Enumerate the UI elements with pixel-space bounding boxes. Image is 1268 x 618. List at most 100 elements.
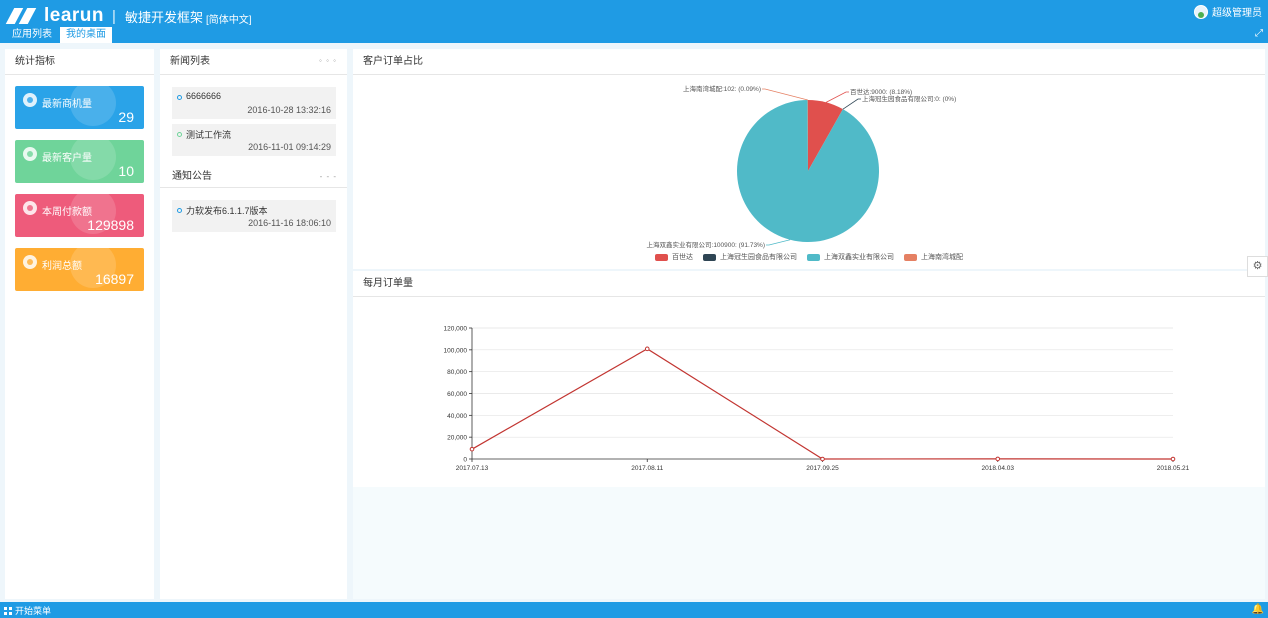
x-tick-label: 2018.05.21 bbox=[1157, 465, 1190, 472]
legend-swatch bbox=[703, 253, 716, 261]
logo[interactable]: learun | 敏捷开发框架 [简体中文] bbox=[5, 5, 252, 27]
notice-title: 通知公告 bbox=[160, 166, 347, 188]
legend-swatch bbox=[807, 253, 820, 261]
fullscreen-icon[interactable]: ⤢ bbox=[1255, 28, 1263, 39]
pie-slice bbox=[736, 100, 879, 242]
stat-card-customers[interactable]: 最新客户量 10 bbox=[15, 140, 144, 183]
list-item[interactable]: 6666666 2016-10-28 13:32:16 bbox=[172, 87, 336, 119]
legend-item[interactable]: 上海双鑫实业有限公司 bbox=[807, 252, 894, 262]
news-panel: 新闻列表 ◦ ◦ ◦ 6666666 2016-10-28 13:32:16 测… bbox=[160, 49, 347, 599]
bar-chart-icon bbox=[70, 140, 116, 180]
news-item-date: 2016-10-28 13:32:16 bbox=[247, 105, 331, 115]
stat-value: 29 bbox=[118, 109, 134, 125]
top-bar: learun | 敏捷开发框架 [简体中文] 超级管理员 应用列表 我的桌面 ⤢ bbox=[0, 0, 1268, 43]
news-item-title: 测试工作流 bbox=[186, 130, 232, 140]
news-more-icon[interactable]: ◦ ◦ ◦ bbox=[319, 56, 337, 65]
pie-chart-title: 客户订单占比 bbox=[353, 49, 1265, 75]
pie-label-line bbox=[842, 98, 861, 110]
avatar bbox=[1194, 4, 1208, 19]
start-menu-button[interactable]: 开始菜单 bbox=[4, 604, 51, 617]
legend-label: 上海冠生园食品有限公司 bbox=[720, 254, 797, 261]
stat-value: 16897 bbox=[95, 271, 134, 287]
legend-item[interactable]: 上海冠生园食品有限公司 bbox=[703, 252, 797, 262]
legend-label: 上海双鑫实业有限公司 bbox=[824, 254, 894, 261]
empty-area bbox=[353, 487, 1265, 599]
stat-icon bbox=[23, 93, 37, 107]
brand-separator: | bbox=[112, 7, 116, 25]
list-item[interactable]: 测试工作流 2016-11-01 09:14:29 bbox=[172, 124, 336, 156]
pie-slice-label: 上海南湾城配:102: (0.09%) bbox=[683, 84, 761, 93]
y-tick-label: 20,000 bbox=[447, 435, 467, 442]
legend-item[interactable]: 上海南湾城配 bbox=[904, 252, 963, 262]
y-tick-label: 120,000 bbox=[444, 326, 468, 333]
tab-app-list[interactable]: 应用列表 bbox=[12, 29, 52, 40]
windows-icon bbox=[4, 606, 12, 615]
line-chart-title: 每月订单量 bbox=[353, 271, 1265, 297]
y-tick-label: 60,000 bbox=[447, 391, 467, 398]
chart-icon bbox=[70, 194, 116, 234]
legend-label: 百世达 bbox=[672, 254, 693, 261]
y-tick-label: 80,000 bbox=[447, 369, 467, 376]
app-tabs: 应用列表 我的桌面 bbox=[6, 27, 114, 43]
stats-panel: 统计指标 最新商机量 29 最新客户量 10 本周付款额 129898 利润总额… bbox=[5, 49, 154, 599]
chart-icon bbox=[70, 248, 116, 288]
pie-label-line bbox=[825, 91, 849, 103]
brand-subtitle: 敏捷开发框架 bbox=[124, 9, 203, 25]
language-switch[interactable]: [简体中文] bbox=[205, 14, 252, 26]
data-point bbox=[1170, 456, 1176, 462]
y-tick-label: 100,000 bbox=[444, 347, 468, 354]
logo-mark-icon bbox=[5, 8, 37, 24]
bottom-bar: 开始菜单 🔔 bbox=[0, 602, 1268, 618]
brand-name: learun bbox=[44, 5, 105, 26]
stat-card-profit[interactable]: 利润总额 16897 bbox=[15, 248, 144, 291]
x-tick-label: 2017.07.13 bbox=[456, 465, 489, 472]
news-item-title: 6666666 bbox=[186, 91, 222, 101]
pie-slice-label: 百世达:9000: (8.18%) bbox=[850, 87, 912, 96]
pie-slice-label: 上海双鑫实业有限公司:100900: (91.73%) bbox=[647, 240, 765, 249]
pie-slice bbox=[808, 100, 843, 171]
x-tick-label: 2018.04.03 bbox=[981, 465, 1014, 472]
stat-card-opportunities[interactable]: 最新商机量 29 bbox=[15, 86, 144, 129]
tab-my-desktop[interactable]: 我的桌面 bbox=[60, 27, 112, 43]
stat-label: 最新客户量 bbox=[42, 153, 92, 164]
stat-label: 最新商机量 bbox=[42, 99, 92, 110]
y-tick-label: 0 bbox=[463, 457, 467, 464]
legend-swatch bbox=[904, 253, 917, 261]
stat-label: 利润总额 bbox=[42, 261, 82, 272]
notice-item-date: 2016-11-16 18:06:10 bbox=[248, 218, 331, 228]
notice-item-title: 力软发布6.1.1.7版本 bbox=[186, 206, 268, 216]
legend-item[interactable]: 百世达 bbox=[655, 252, 693, 262]
list-item[interactable]: 力软发布6.1.1.7版本 2016-11-16 18:06:10 bbox=[172, 200, 336, 232]
stat-icon bbox=[23, 147, 37, 161]
data-point bbox=[469, 446, 475, 452]
pie-slice-label: 上海冠生园食品有限公司:0: (0%) bbox=[862, 94, 956, 103]
line-chart-panel: 每月订单量 0 20,000 40,000 60,000 80,000 100,000 12… bbox=[353, 271, 1265, 487]
series-line bbox=[471, 348, 1174, 460]
stat-label: 本周付款额 bbox=[42, 207, 92, 218]
bell-icon[interactable]: 🔔 bbox=[1251, 604, 1264, 615]
pie-chart: 百世达:9000: (8.18%)上海冠生园食品有限公司:0: (0%) 上海双鑫… bbox=[647, 84, 957, 249]
stat-card-payments[interactable]: 本周付款额 129898 bbox=[15, 194, 144, 237]
y-tick-label: 40,000 bbox=[447, 413, 467, 420]
pie-label-line bbox=[766, 239, 791, 246]
data-point bbox=[644, 346, 650, 352]
notice-more-icon[interactable]: - - - bbox=[319, 172, 337, 181]
stat-value: 10 bbox=[118, 163, 134, 179]
bullet-icon bbox=[177, 95, 182, 100]
settings-gear-icon[interactable]: ⚙ bbox=[1247, 256, 1268, 277]
data-point bbox=[995, 456, 1001, 462]
pie-chart-icon bbox=[70, 86, 116, 126]
stat-icon bbox=[23, 255, 37, 269]
x-tick-label: 2017.09.25 bbox=[806, 465, 839, 472]
pie-chart-panel: 客户订单占比 百世达:9000: (8.18%) 上海冠生园食品有限公司:0: (… bbox=[353, 49, 1265, 269]
news-item-date: 2016-11-01 09:14:29 bbox=[248, 142, 331, 152]
legend-swatch bbox=[655, 253, 668, 261]
user-name: 超级管理员 bbox=[1212, 8, 1262, 19]
user-menu[interactable]: 超级管理员 bbox=[1194, 4, 1262, 19]
data-point bbox=[820, 456, 825, 462]
bullet-icon bbox=[177, 208, 182, 213]
stat-value: 129898 bbox=[87, 217, 134, 233]
news-title: 新闻列表 bbox=[160, 49, 347, 75]
x-tick-label: 2017.08.11 bbox=[631, 465, 663, 472]
line-chart: 0 20,000 40,000 60,000 80,000 100,000 120,000 2… bbox=[444, 326, 1190, 473]
